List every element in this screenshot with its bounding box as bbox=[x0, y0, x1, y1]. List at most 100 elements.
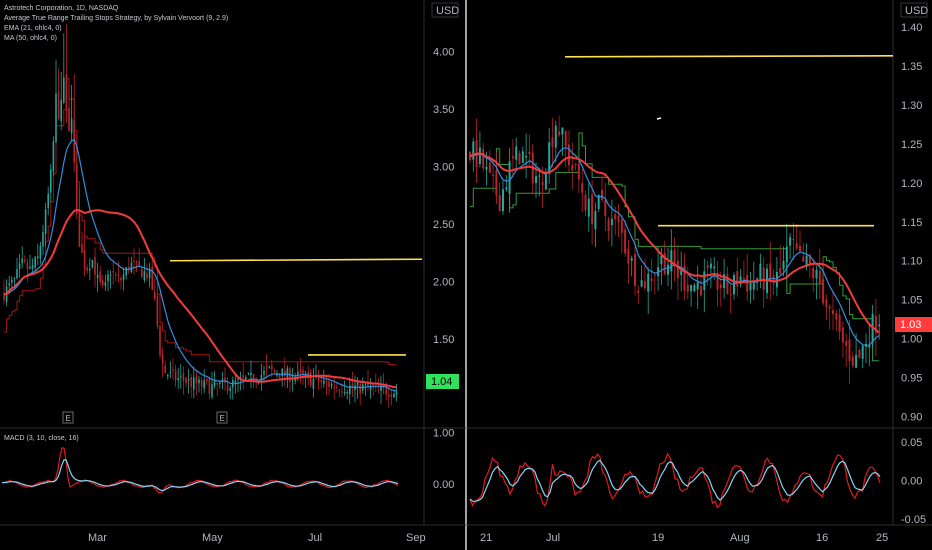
candle-body bbox=[120, 277, 122, 281]
candle-body bbox=[802, 256, 805, 262]
candle-body bbox=[554, 125, 557, 148]
candle-body bbox=[868, 345, 871, 348]
candle-body bbox=[291, 379, 294, 381]
candle-body bbox=[825, 299, 828, 308]
candle-body bbox=[584, 194, 587, 211]
left-macd-axis[interactable]: 0.00 1.00 bbox=[433, 428, 454, 491]
candle-body bbox=[252, 374, 255, 382]
candle-body bbox=[752, 282, 755, 290]
candle-body bbox=[614, 214, 617, 220]
candle-body bbox=[395, 392, 398, 395]
candle-body bbox=[581, 183, 584, 193]
candle-body bbox=[234, 380, 237, 383]
candle-body bbox=[380, 384, 382, 391]
candle-body bbox=[812, 267, 815, 279]
right-macd-axis[interactable]: -0.05 0.00 0.05 bbox=[901, 437, 926, 526]
candle-body bbox=[125, 267, 127, 276]
candle-body bbox=[193, 377, 195, 390]
candle-body bbox=[601, 190, 603, 200]
right-last-price: 1.03 bbox=[900, 319, 921, 331]
candle-body bbox=[289, 368, 291, 383]
candle-body bbox=[208, 378, 211, 394]
legend-ma-line: MA (50, ohlc4, 0) bbox=[4, 35, 57, 42]
candle-body bbox=[107, 274, 109, 282]
candle-body bbox=[323, 380, 325, 384]
right-price-tick-label: 0.90 bbox=[901, 411, 922, 423]
candle-body bbox=[762, 267, 765, 290]
candle-body bbox=[488, 162, 491, 173]
right-upper-line[interactable] bbox=[564, 55, 894, 58]
candle-body bbox=[346, 391, 348, 394]
candle-body bbox=[808, 254, 811, 265]
candle-body bbox=[356, 381, 359, 386]
candle-body bbox=[34, 256, 36, 268]
candle-body bbox=[845, 340, 848, 346]
candle-body bbox=[299, 369, 302, 373]
candle-body bbox=[47, 193, 49, 209]
candle-body bbox=[643, 281, 646, 289]
right-small-marker bbox=[656, 117, 662, 120]
left-time-tick-label: Mar bbox=[88, 532, 107, 544]
candle-body bbox=[96, 274, 99, 279]
candle-body bbox=[742, 277, 745, 280]
candle-body bbox=[495, 170, 498, 196]
right-time-tick-label: 21 bbox=[480, 532, 492, 544]
candle-body bbox=[709, 263, 712, 269]
candle-body bbox=[690, 285, 693, 292]
candle-body bbox=[60, 99, 62, 122]
candle-body bbox=[538, 175, 541, 177]
candle-body bbox=[203, 380, 205, 389]
candle-body bbox=[247, 373, 250, 375]
candle-body bbox=[174, 370, 177, 381]
candle-body bbox=[799, 245, 801, 252]
candle-body bbox=[161, 353, 164, 364]
candle-body bbox=[369, 385, 372, 391]
candle-body bbox=[26, 262, 29, 270]
left-horizontal-lines[interactable] bbox=[169, 258, 423, 356]
candle-body bbox=[851, 356, 854, 366]
event-marker-2[interactable]: E bbox=[216, 411, 228, 424]
candle-body bbox=[180, 376, 182, 378]
candle-body bbox=[151, 266, 153, 290]
candle-body bbox=[785, 246, 788, 262]
event-marker-1[interactable]: E bbox=[62, 411, 74, 424]
candle-body bbox=[680, 270, 683, 276]
left-macd-line bbox=[2, 446, 399, 494]
candle-body bbox=[195, 376, 198, 384]
left-resistance-line[interactable] bbox=[169, 258, 423, 262]
candle-body bbox=[273, 370, 276, 373]
candle-body bbox=[696, 282, 699, 290]
right-time-tick-label: 19 bbox=[652, 532, 664, 544]
candle-body bbox=[663, 252, 666, 275]
candle-body bbox=[154, 291, 156, 300]
candle-body bbox=[37, 256, 39, 258]
candle-body bbox=[164, 365, 166, 374]
candle-body bbox=[789, 237, 792, 246]
candle-body bbox=[393, 393, 395, 398]
candle-body bbox=[278, 373, 281, 379]
candle-body bbox=[99, 271, 101, 282]
candle-body bbox=[122, 274, 125, 281]
legend-ema-line: EMA (21, ohlc4, 0) bbox=[4, 25, 62, 32]
left-price-tick-label: 2.50 bbox=[433, 219, 454, 231]
right-price-tick-label: 0.95 bbox=[901, 372, 922, 384]
candle-body bbox=[729, 293, 732, 295]
left-time-axis[interactable]: Mar May Jul Sep bbox=[88, 532, 426, 544]
right-horizontal-lines[interactable] bbox=[564, 55, 894, 227]
candle-body bbox=[525, 156, 528, 158]
candle-body bbox=[268, 367, 270, 369]
right-price-axis[interactable]: 0.90 0.95 1.00 1.05 1.10 1.15 1.20 1.25 1.30 1.35… bbox=[901, 22, 922, 423]
candle-body bbox=[31, 265, 34, 269]
candle-body bbox=[182, 373, 185, 382]
left-price-axis[interactable]: 1.50 2.00 2.50 3.00 3.50 4.00 bbox=[433, 47, 454, 346]
candle-body bbox=[874, 316, 877, 333]
candle-body bbox=[723, 274, 726, 289]
candle-body bbox=[216, 383, 218, 385]
candle-body bbox=[13, 277, 16, 279]
candle-body bbox=[260, 374, 263, 381]
candle-body bbox=[861, 345, 864, 359]
left-last-price-tag: 1.04 bbox=[426, 374, 459, 389]
candle-body bbox=[558, 131, 561, 136]
right-time-axis[interactable]: 21 Jul 19 Aug 16 25 bbox=[480, 532, 888, 544]
